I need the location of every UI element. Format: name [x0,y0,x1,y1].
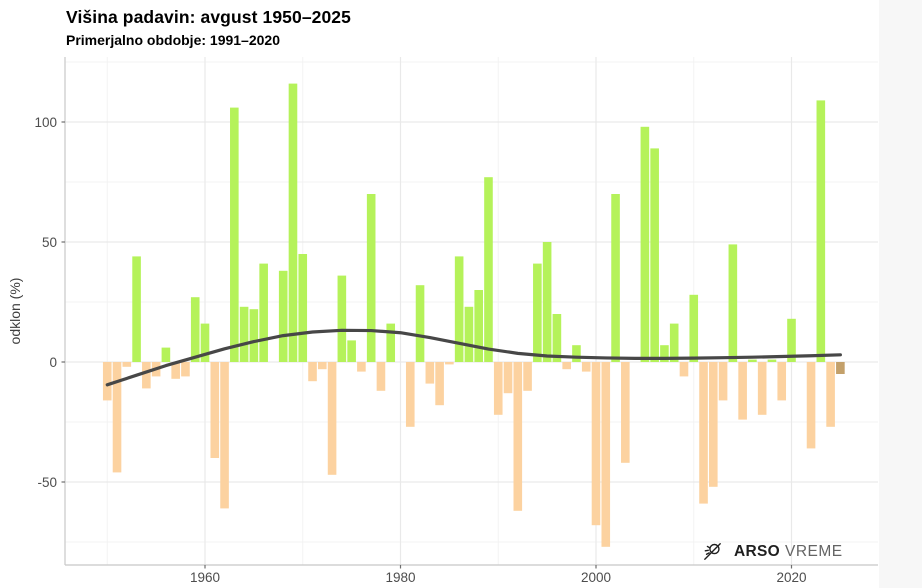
bar [533,263,542,362]
bar [552,314,562,362]
bar [112,362,122,473]
bar [572,345,581,362]
bar [435,362,444,406]
bar [679,362,689,377]
bar [278,270,288,362]
bar [464,306,474,362]
bar [738,362,747,420]
logo-brand-text: ARSO [734,542,780,560]
bar [826,362,835,427]
bar [640,126,650,362]
bar [200,323,210,362]
bar [621,362,630,463]
bar [777,362,787,401]
bar [493,362,503,415]
bar [249,309,259,362]
x-tick-label: 2020 [776,570,806,585]
bar [689,294,699,362]
arso-sun-icon [704,543,721,560]
bar [542,242,552,362]
bar [171,362,180,379]
bar [699,362,708,504]
bar [376,362,386,391]
bar [513,362,523,511]
bar [425,362,435,384]
bar [337,275,347,362]
bar [454,256,464,362]
bar [415,285,425,362]
y-tick-label: 50 [42,235,57,250]
bar [709,362,718,487]
bar [718,362,728,401]
bar [259,263,268,362]
bar [308,362,317,382]
bar [366,194,376,362]
bar [591,362,601,526]
bar [190,297,200,362]
chart-subtitle: Primerjalno obdobje: 1991–2020 [66,32,280,48]
bar [611,194,620,362]
bar [787,318,796,362]
bar [601,362,611,547]
x-tick-label: 2000 [581,570,611,585]
arso-vreme-logo: ARSO VREME [702,541,843,562]
chart-title: Višina padavin: avgust 1950–2025 [66,7,351,27]
bar [220,362,229,509]
bar [327,362,337,475]
x-tick-label: 1980 [385,570,415,585]
bar [181,362,190,377]
bar [122,362,132,367]
bar [660,345,669,362]
bar [386,323,396,362]
bar [650,148,659,362]
right-margin-strip [879,0,922,588]
bar [767,359,777,362]
bar [210,362,220,458]
bar [239,306,249,362]
bar [562,362,571,370]
bar [318,362,327,370]
y-tick-label: 100 [34,115,57,130]
bar [445,362,454,365]
bar [523,362,532,391]
bar [748,359,757,362]
bar [298,254,308,362]
bar [728,244,738,362]
bar [757,362,767,415]
bar [142,362,151,389]
bar [816,100,826,363]
bar [132,256,141,362]
bar [288,83,298,362]
bar [405,362,415,427]
bar [230,107,239,362]
bar [102,362,112,401]
bar [357,362,366,372]
x-tick-label: 1960 [190,570,220,585]
y-tick-label: 0 [49,355,57,370]
bar [669,323,679,362]
bar [806,362,816,449]
bar [347,340,356,362]
bar [836,362,845,374]
bar [484,177,493,362]
bar [474,290,483,362]
logo-suffix-text: VREME [784,542,843,560]
bar [581,362,591,372]
bar [161,347,171,362]
bar [503,362,513,394]
trend-line [105,328,842,387]
y-tick-label: -50 [37,475,57,490]
